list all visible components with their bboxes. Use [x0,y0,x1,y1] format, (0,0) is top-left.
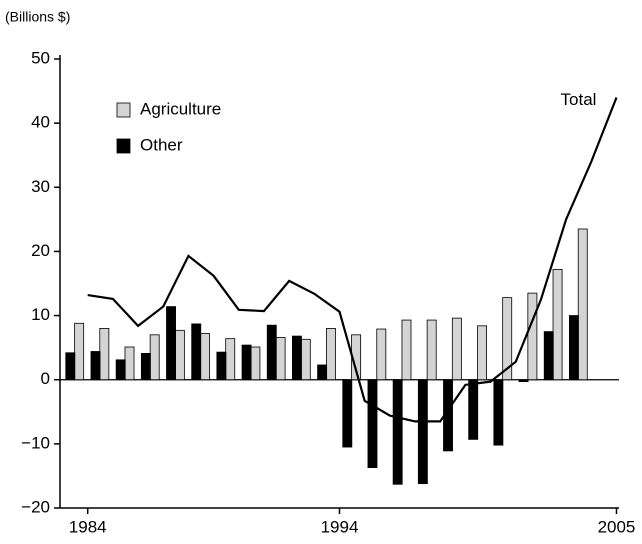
bar [241,344,252,381]
y-tick-label: −10 [21,433,50,452]
legend-swatch [116,102,131,118]
bar [502,297,513,381]
y-tick-label: 30 [31,177,50,196]
bar [577,228,588,381]
x-tick-label: 1994 [321,517,359,536]
bar [477,325,487,381]
bar [225,338,236,381]
y-tick-label: 20 [31,241,50,260]
bar [65,352,76,381]
bar [166,306,176,381]
legend-label: Agriculture [140,99,221,118]
bar [200,333,210,381]
bar [90,351,101,381]
bar [342,379,353,448]
y-axis-label: (Billions $) [5,9,70,25]
bar [99,327,110,381]
bar [451,317,462,381]
bar [493,379,504,446]
y-tick-label: 0 [41,369,50,388]
bar [417,379,428,485]
y-tick-label: 50 [31,48,50,67]
bar [392,379,403,485]
bar [216,351,227,381]
bar [275,336,286,381]
bar [300,338,311,381]
legend-label: Other [140,135,183,154]
bar [266,324,277,381]
bar [518,379,529,383]
bar [326,327,336,381]
bar [401,319,412,381]
bar [367,379,378,468]
x-tick-label: 1984 [69,517,107,536]
bar [250,346,261,381]
bar [568,315,579,381]
line-label: Total [561,90,597,109]
y-tick-label: −20 [21,497,50,516]
bar [149,334,160,381]
bar [124,346,135,381]
y-tick-label: 40 [31,113,50,132]
bar [317,364,328,381]
legend-swatch [116,138,131,154]
bar [174,329,185,381]
line [87,97,618,423]
y-tick-label: 10 [31,305,50,324]
bar [292,335,302,381]
bar [426,319,437,381]
bar [191,323,202,381]
x-tick-label: 2005 [598,517,636,536]
bar [74,322,85,381]
bar [115,359,126,381]
bar [552,268,563,381]
bar [140,353,151,381]
bar [527,292,538,381]
bar [376,328,387,381]
bar [543,331,554,381]
bar [468,379,479,440]
